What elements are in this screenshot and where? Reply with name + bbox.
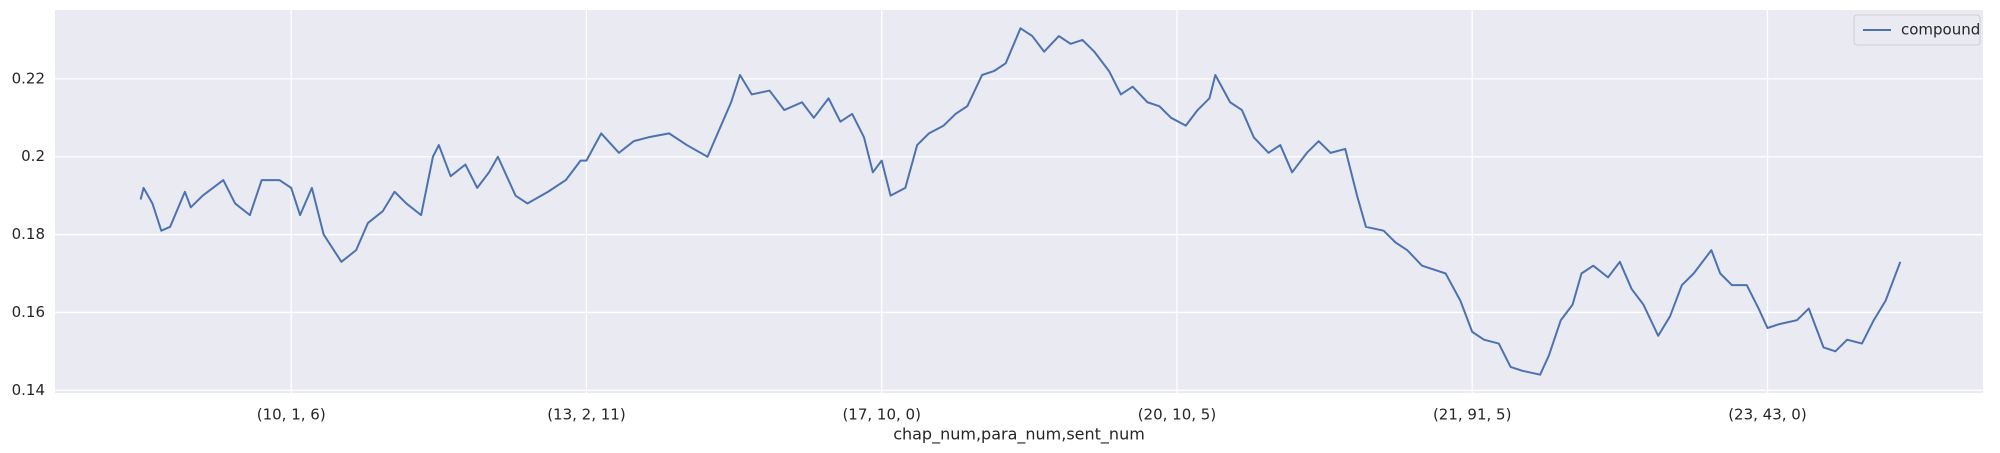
plot-area xyxy=(55,10,1983,393)
y-tick-label: 0.22 xyxy=(12,69,45,87)
x-axis-label: chap_num,para_num,sent_num xyxy=(893,425,1145,445)
legend-box xyxy=(1853,14,1981,46)
x-tick-label: (23, 43, 0) xyxy=(1728,406,1807,424)
y-tick-label: 0.18 xyxy=(12,225,45,243)
y-tick-label: 0.2 xyxy=(21,147,45,165)
x-tick-label: (17, 10, 0) xyxy=(842,406,921,424)
y-tick-label: 0.14 xyxy=(12,381,45,399)
y-tick-label: 0.16 xyxy=(12,303,45,321)
data-line xyxy=(139,27,1902,376)
x-tick-label: (21, 91, 5) xyxy=(1433,406,1512,424)
x-tick-label: (13, 2, 11) xyxy=(547,406,626,424)
legend-label: compound xyxy=(1901,21,1980,39)
x-tick-label: (10, 1, 6) xyxy=(257,406,326,424)
x-tick-label: (20, 10, 5) xyxy=(1138,406,1217,424)
